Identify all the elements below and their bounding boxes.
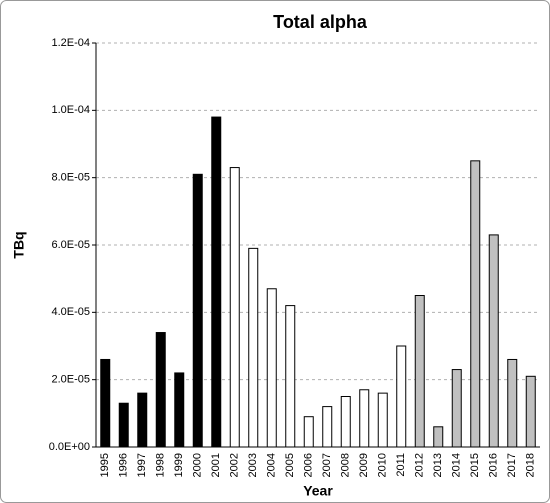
bar <box>174 372 185 448</box>
bar <box>285 305 296 448</box>
x-axis-label: Year <box>303 483 333 499</box>
y-tick-label: 8.0E-05 <box>51 172 90 184</box>
chart-title: Total alpha <box>273 12 368 32</box>
y-tick-label: 2.0E-05 <box>51 374 90 386</box>
y-tick-label: 4.0E-05 <box>51 306 90 318</box>
y-tick-label: 0.0E+00 <box>49 441 90 453</box>
x-tick-label: 2009 <box>358 453 370 477</box>
bar <box>525 375 536 448</box>
x-tick-label: 2012 <box>414 453 426 477</box>
x-tick-label: 1996 <box>118 453 130 477</box>
bar <box>248 247 259 448</box>
x-tick-label: 1999 <box>173 453 185 477</box>
x-tick-label: 2003 <box>247 453 259 477</box>
bar <box>488 234 499 448</box>
x-tick-label: 2018 <box>525 453 537 477</box>
x-tick-label: 2007 <box>321 453 333 477</box>
bar <box>433 426 444 448</box>
y-tick-label: 1.0E-04 <box>51 104 90 116</box>
x-tick-label: 1997 <box>136 453 148 477</box>
x-tick-label: 2000 <box>192 453 204 477</box>
bar <box>507 358 518 448</box>
x-tick-label: 2001 <box>210 453 222 477</box>
bar <box>266 288 277 448</box>
bar <box>322 406 333 448</box>
x-tick-label: 1995 <box>99 453 111 477</box>
bar <box>359 389 370 448</box>
bar <box>451 369 462 448</box>
bar <box>414 295 425 448</box>
bar <box>100 358 111 448</box>
x-tick-label: 2005 <box>284 453 296 477</box>
x-tick-label: 2006 <box>303 453 315 477</box>
bar <box>229 167 240 448</box>
x-tick-label: 2002 <box>229 453 241 477</box>
bar <box>211 116 222 448</box>
y-tick-label: 1.2E-04 <box>51 37 90 49</box>
x-tick-label: 1998 <box>155 453 167 477</box>
x-tick-label: 2014 <box>451 453 463 477</box>
bar <box>303 416 314 448</box>
x-tick-label: 2013 <box>432 453 444 477</box>
x-tick-label: 2017 <box>506 453 518 477</box>
bar <box>377 392 388 448</box>
x-tick-label: 2010 <box>377 453 389 477</box>
y-tick-label: 6.0E-05 <box>51 239 90 251</box>
bar <box>155 332 166 448</box>
x-tick-label: 2004 <box>266 453 278 477</box>
x-tick-label: 2008 <box>340 453 352 477</box>
bar <box>396 345 407 448</box>
bar <box>118 402 129 448</box>
bar <box>470 160 481 448</box>
x-tick-label: 2015 <box>469 453 481 477</box>
y-axis-label: TBq <box>11 231 27 258</box>
x-tick-label: 2016 <box>488 453 500 477</box>
bar <box>340 396 351 448</box>
x-tick-label: 2011 <box>395 453 407 477</box>
bar <box>192 173 203 448</box>
bar <box>137 392 148 448</box>
